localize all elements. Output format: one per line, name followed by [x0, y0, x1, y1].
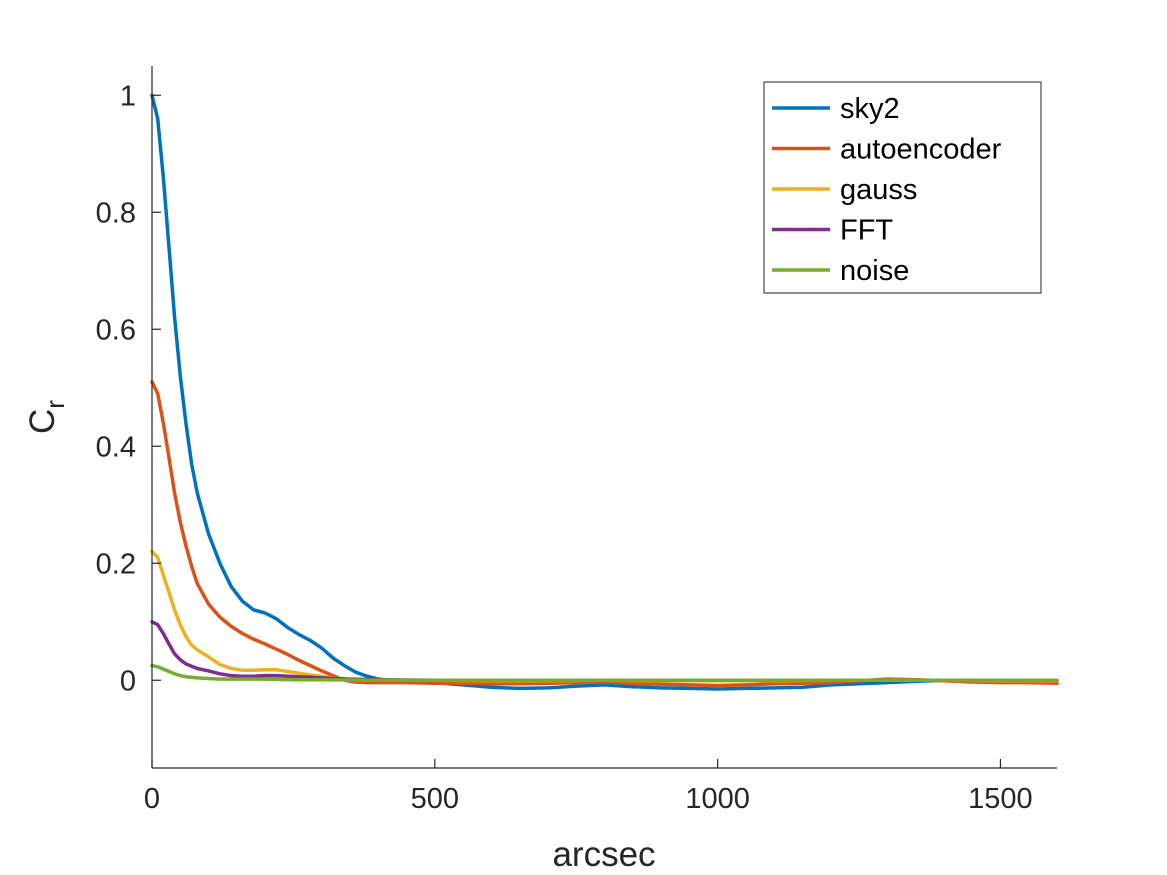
y-tick-label: 0: [120, 665, 136, 697]
y-axis-label-subscript: r: [40, 400, 70, 409]
series-lines: [150, 93, 1059, 691]
x-axis-label: arcsec: [552, 835, 655, 874]
legend: sky2 autoencoder gauss FFT noise: [763, 81, 1042, 294]
x-tick-label: 1000: [685, 783, 750, 815]
x-ticks: 0 500 1000 1500: [144, 759, 1033, 815]
legend-label-gauss: gauss: [840, 174, 917, 206]
series-line-noise: [150, 663, 1059, 683]
legend-label-fft: FFT: [840, 215, 893, 247]
y-axis-label-main: C: [23, 409, 62, 434]
y-tick-label: 1: [120, 80, 136, 112]
y-axis-label: Cr: [23, 400, 70, 434]
axes: [151, 66, 1057, 769]
legend-label-noise: noise: [840, 255, 909, 287]
y-tick-label: 0.4: [96, 431, 136, 463]
x-tick-label: 1500: [968, 783, 1033, 815]
series-line-gauss: [150, 549, 1059, 683]
svg-text:Cr: Cr: [23, 400, 70, 434]
y-tick-label: 0.6: [96, 314, 136, 346]
legend-label-sky2: sky2: [840, 93, 900, 125]
series-line-autoencoder: [150, 380, 1059, 688]
legend-label-autoencoder: autoencoder: [840, 134, 1002, 166]
y-tick-label: 0.2: [96, 548, 136, 580]
y-tick-label: 0.8: [96, 197, 136, 229]
x-tick-label: 0: [144, 783, 160, 815]
y-ticks: 0 0.2 0.4 0.6 0.8 1: [96, 80, 161, 697]
x-tick-label: 500: [411, 783, 459, 815]
